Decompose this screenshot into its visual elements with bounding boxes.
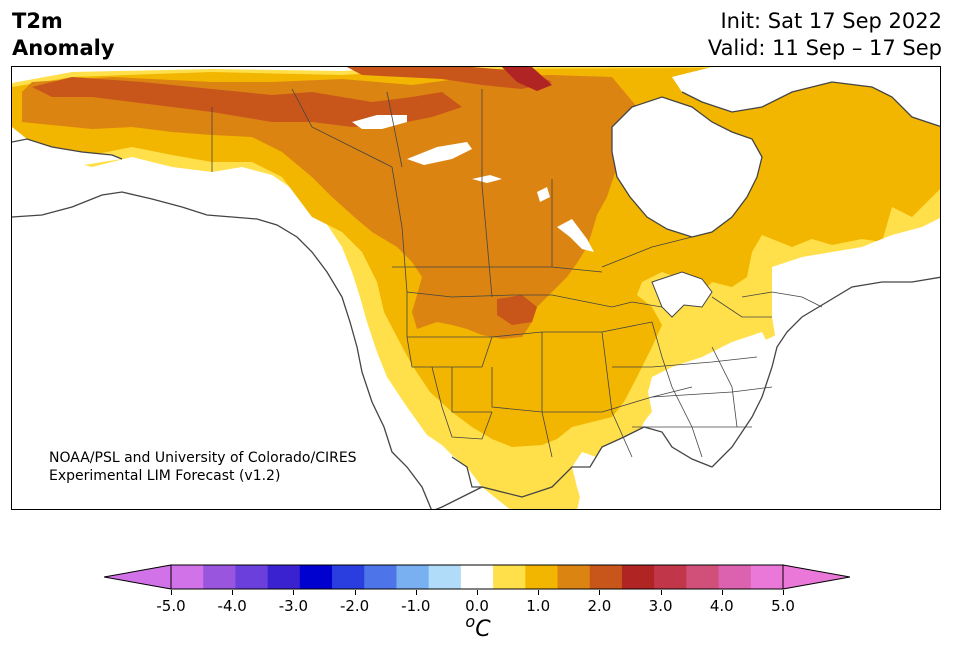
colorbar-tick-mark — [232, 590, 234, 595]
colorbar-segment — [686, 565, 720, 589]
colorbar-segment — [203, 565, 236, 589]
init-date: Init: Sat 17 Sep 2022 — [720, 9, 942, 33]
ocean — [12, 67, 940, 509]
colorbar — [104, 564, 850, 590]
colorbar-tick-mark — [171, 590, 172, 595]
colorbar-segment — [267, 565, 301, 589]
title-left: T2m Anomaly — [12, 8, 115, 62]
colorbar-tick-label: 1.0 — [526, 597, 551, 615]
colorbar-tick-mark — [783, 590, 784, 595]
political-borders — [211, 88, 823, 458]
colorbar-segment — [621, 565, 655, 589]
coastlines — [12, 81, 940, 509]
colorbar-tick-mark — [293, 590, 295, 595]
colorbar-segment — [750, 565, 784, 589]
colorbar-tick-label: 3.0 — [648, 597, 673, 615]
anomaly-region-2.0-north — [32, 77, 462, 127]
colorbar-tick-mark — [599, 590, 601, 595]
colorbar-segment — [299, 565, 333, 589]
colorbar-segment — [332, 565, 365, 589]
map-panel — [11, 66, 941, 510]
colorbar-segment — [171, 565, 204, 589]
colorbar-tick-mark — [721, 590, 723, 595]
colorbar-segment — [557, 565, 591, 589]
colorbar-segment — [654, 565, 687, 589]
colorbar-segment — [525, 565, 559, 589]
colorbar-tick-label: 0.0 — [465, 597, 489, 615]
southeast-us-neutral — [648, 332, 772, 445]
colorbar-tick-label: -2.0 — [339, 597, 370, 615]
anomaly-map — [12, 67, 940, 509]
colorbar-tick-mark — [415, 590, 417, 595]
anomaly-region-2.0-arctic — [347, 67, 552, 89]
anomaly-region-2.0-plains — [497, 295, 537, 325]
anomaly-region-1.5 — [22, 75, 637, 339]
colorbar-tick-mark — [477, 590, 478, 595]
variable-title-line2: Anomaly — [12, 36, 115, 60]
credit-line2: Experimental LIM Forecast (v1.2) — [49, 468, 281, 484]
variable-title-line1: T2m — [12, 9, 63, 33]
colorbar-segment — [589, 565, 623, 589]
colorbar-tick-label: -4.0 — [217, 597, 247, 615]
anomaly-region-2.5 — [502, 67, 552, 91]
colorbar-tick-mark — [660, 590, 662, 595]
colorbar-segment — [460, 565, 494, 589]
colorbar-segment — [493, 565, 526, 589]
credit-line1: NOAA/PSL and University of Colorado/CIRE… — [49, 450, 357, 466]
great-lakes-water — [651, 271, 713, 318]
colorbar-tick-mark — [538, 590, 540, 595]
colorbar-segment — [718, 565, 752, 589]
colorbar-segment — [428, 565, 462, 589]
inland-lakes — [352, 115, 594, 252]
colorbar-segment — [364, 565, 397, 589]
colorbar-segment — [396, 565, 430, 589]
colorbar-tick-label: -5.0 — [156, 597, 186, 615]
colorbar-over-extension — [782, 564, 850, 590]
colorbar-tick-label: 4.0 — [709, 597, 734, 615]
colorbar-under-extension — [104, 564, 172, 590]
colorbar-segment — [235, 565, 269, 589]
colorbar-tick-label: 5.0 — [771, 597, 795, 615]
credit-text: NOAA/PSL and University of Colorado/CIRE… — [49, 449, 357, 485]
colorbar-tick-label: -1.0 — [401, 597, 431, 615]
colorbar-frame — [170, 564, 784, 590]
title-right: Init: Sat 17 Sep 2022 Valid: 11 Sep – 17… — [708, 8, 942, 62]
colorbar-tick-mark — [354, 590, 356, 595]
valid-range: Valid: 11 Sep – 17 Sep — [707, 36, 942, 60]
colorbar-unit-label: oC — [465, 612, 491, 642]
colorbar-tick-label: -3.0 — [278, 597, 309, 615]
colorbar-tick-label: 2.0 — [587, 597, 612, 615]
